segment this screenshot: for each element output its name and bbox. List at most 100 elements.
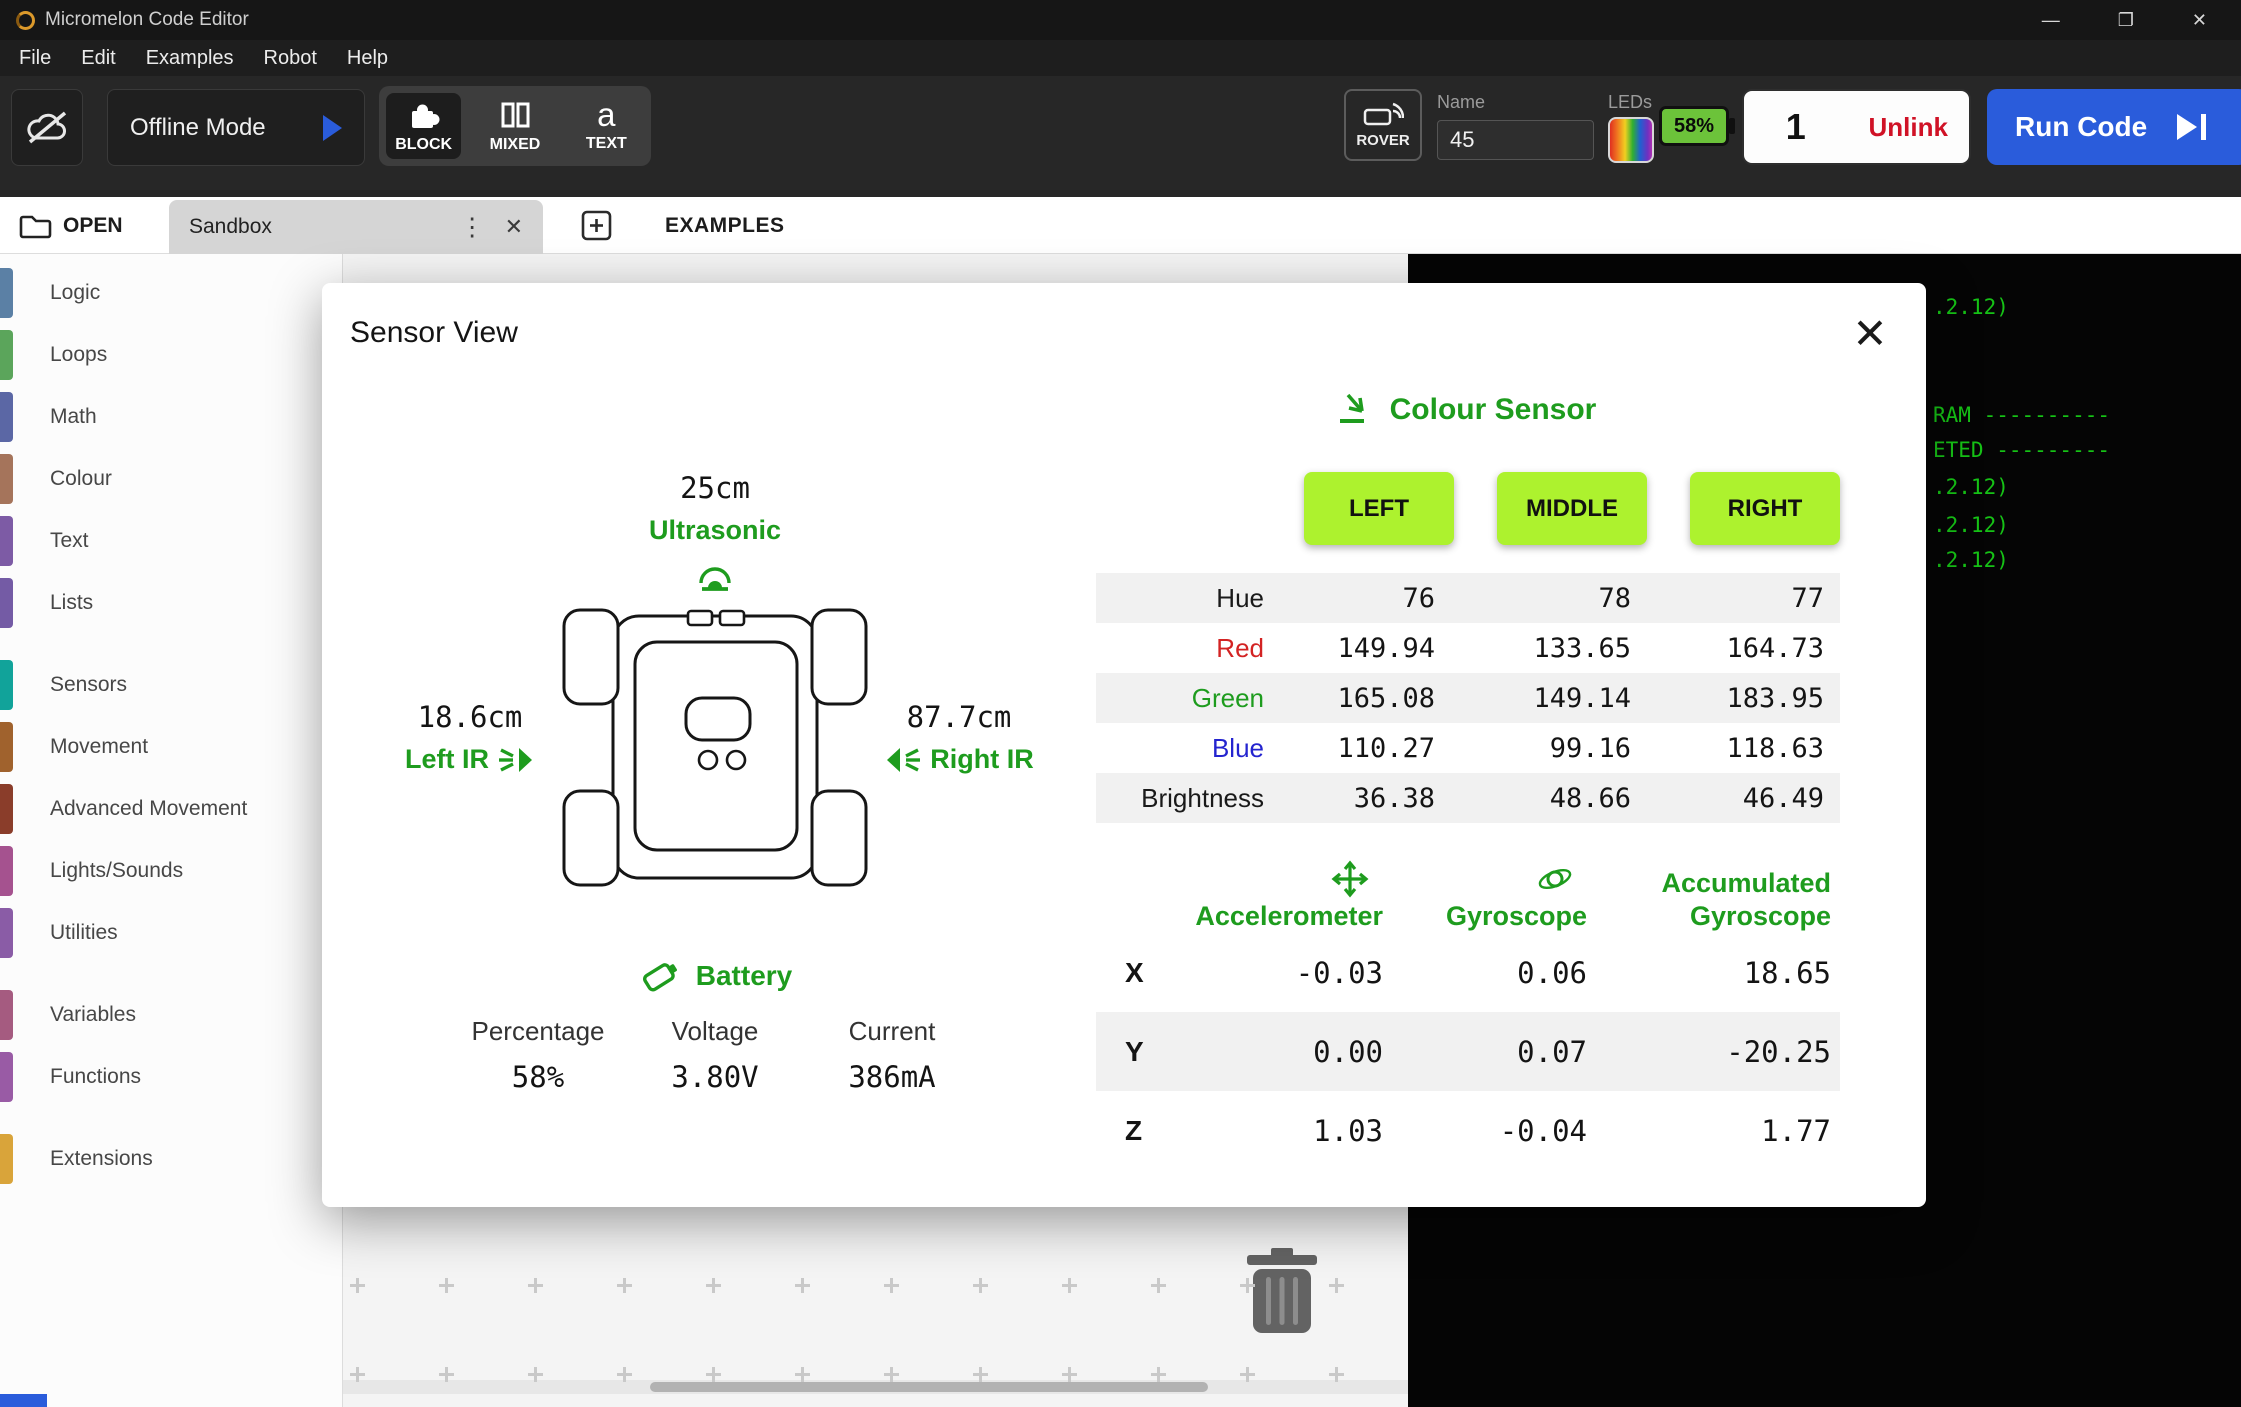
imu-table: Accelerometer Gyroscope Accumulated Gyro… bbox=[1096, 853, 1840, 1170]
left-ir-label: Left IR bbox=[405, 744, 489, 774]
accumulated-gyroscope-header: Accumulated Gyroscope bbox=[1661, 868, 1831, 931]
mode-mixed-button[interactable]: MIXED bbox=[477, 93, 552, 159]
link-panel: 1 Unlink bbox=[1742, 89, 1971, 165]
grid-cross bbox=[1329, 1278, 1344, 1293]
grid-cross bbox=[439, 1278, 454, 1293]
ir-waves-left-icon bbox=[887, 747, 921, 772]
colour-sensor-icon bbox=[1339, 393, 1364, 423]
sidebar-item-math[interactable]: Math bbox=[0, 386, 342, 448]
sidebar-item-loops[interactable]: Loops bbox=[0, 324, 342, 386]
sidebar-item-lists[interactable]: Lists bbox=[0, 572, 342, 634]
sidebar-item-variables[interactable]: Variables bbox=[0, 984, 342, 1046]
bottom-blue-strip bbox=[0, 1394, 47, 1407]
sidebar-item-utilities[interactable]: Utilities bbox=[0, 902, 342, 964]
minimize-icon[interactable]: — bbox=[2041, 9, 2060, 30]
maximize-icon[interactable]: ❐ bbox=[2117, 9, 2134, 30]
grid-cross bbox=[795, 1367, 810, 1382]
connection-mode-dropdown[interactable]: Offline Mode bbox=[107, 89, 365, 166]
menu-file[interactable]: File bbox=[19, 46, 52, 69]
battery-status-badge: 58% bbox=[1659, 106, 1735, 146]
add-tab-icon bbox=[581, 210, 612, 241]
horizontal-scrollbar-thumb[interactable] bbox=[650, 1382, 1208, 1392]
sidebar-item-lights-sounds[interactable]: Lights/Sounds bbox=[0, 840, 342, 902]
table-row-red: Red 149.94 133.65 164.73 bbox=[1216, 632, 1824, 664]
colour-middle-button[interactable]: MIDDLE bbox=[1497, 472, 1647, 545]
grid-cross bbox=[350, 1367, 365, 1382]
sidebar-item-extensions[interactable]: Extensions bbox=[0, 1128, 342, 1190]
examples-button[interactable]: EXAMPLES bbox=[665, 197, 785, 254]
menu-edit[interactable]: Edit bbox=[81, 46, 116, 69]
menu-examples[interactable]: Examples bbox=[145, 46, 234, 69]
sidebar-item-movement[interactable]: Movement bbox=[0, 716, 342, 778]
title-bar: Micromelon Code Editor — ❐ ✕ bbox=[0, 0, 2241, 40]
menu-help[interactable]: Help bbox=[346, 46, 389, 69]
ir-waves-right-icon bbox=[499, 747, 532, 772]
rover-connection-chip[interactable]: ROVER bbox=[1344, 89, 1422, 161]
imu-header: Accelerometer Gyroscope Accumulated Gyro… bbox=[1096, 853, 1840, 933]
imu-row-y: Y 0.00 0.07 -20.25 bbox=[1096, 1012, 1840, 1091]
gyroscope-header: Gyroscope bbox=[1387, 853, 1592, 933]
mode-text-button[interactable]: a TEXT bbox=[569, 93, 644, 159]
sidebar-item-colour[interactable]: Colour bbox=[0, 448, 342, 510]
play-icon bbox=[2177, 114, 2207, 140]
colour-left-button[interactable]: LEFT bbox=[1304, 472, 1454, 545]
mode-block-button[interactable]: BLOCK bbox=[386, 93, 462, 159]
category-color-bar bbox=[0, 516, 13, 566]
right-ir-label: Right IR bbox=[930, 744, 1034, 774]
grid-cross bbox=[350, 1278, 365, 1293]
name-label: Name bbox=[1437, 92, 1486, 112]
menu-robot[interactable]: Robot bbox=[263, 46, 317, 69]
category-color-bar bbox=[0, 454, 13, 504]
sidebar-item-functions[interactable]: Functions bbox=[0, 1046, 342, 1108]
ultrasonic-label: Ultrasonic bbox=[648, 515, 782, 545]
unlink-button[interactable]: Unlink bbox=[1868, 111, 1948, 142]
accelerometer-header: Accelerometer bbox=[1172, 853, 1387, 933]
grid-cross bbox=[706, 1278, 721, 1293]
left-ir-row: Left IR bbox=[370, 744, 570, 775]
grid-cross bbox=[528, 1278, 543, 1293]
category-color-bar bbox=[0, 722, 13, 772]
run-code-button[interactable]: Run Code bbox=[1987, 89, 2241, 165]
rover-label: ROVER bbox=[1356, 132, 1410, 149]
right-ir-row: Right IR bbox=[859, 744, 1059, 775]
tab-sandbox[interactable]: Sandbox ⋮ ✕ bbox=[169, 200, 543, 254]
trash-button[interactable] bbox=[1239, 1245, 1325, 1342]
new-tab-button[interactable] bbox=[579, 208, 615, 249]
led-rainbow-icon bbox=[1608, 117, 1654, 163]
sidebar-item-text[interactable]: Text bbox=[0, 510, 342, 572]
battery-fields: Percentage 58% Voltage 3.80V Current 386… bbox=[458, 1016, 972, 1094]
sidebar-item-advanced-movement[interactable]: Advanced Movement bbox=[0, 778, 342, 840]
offline-cloud-button[interactable] bbox=[11, 89, 83, 166]
console-line: RAM ---------- bbox=[1933, 403, 2111, 427]
tab-close-icon[interactable]: ✕ bbox=[504, 214, 523, 239]
mode-block-label: BLOCK bbox=[395, 136, 453, 153]
console-line: .2.12) bbox=[1933, 295, 2009, 319]
imu-row-z: Z 1.03 -0.04 1.77 bbox=[1125, 1113, 1831, 1148]
colour-sensor-table: Hue 76 78 77 Red 149.94 133.65 164.73 Gr… bbox=[1096, 573, 1840, 823]
grid-cross bbox=[1062, 1367, 1077, 1382]
split-panels-icon bbox=[501, 102, 530, 128]
rover-name-input[interactable] bbox=[1437, 120, 1594, 160]
sensor-view-modal: Sensor View ✕ 25cm Ultrasonic bbox=[322, 283, 1926, 1207]
sidebar-item-logic[interactable]: Logic bbox=[0, 262, 342, 324]
editor-mode-group: BLOCK MIXED a TEXT bbox=[379, 86, 651, 166]
grid-cross bbox=[617, 1278, 632, 1293]
tab-menu-kebab-icon[interactable]: ⋮ bbox=[459, 213, 485, 241]
mode-text-label: TEXT bbox=[585, 135, 627, 152]
open-file-button[interactable]: OPEN bbox=[18, 197, 123, 254]
run-code-label: Run Code bbox=[2015, 111, 2148, 142]
right-ir-value: 87.7cm bbox=[906, 700, 1012, 734]
close-window-icon[interactable]: ✕ bbox=[2191, 9, 2207, 30]
category-color-bar bbox=[0, 1134, 13, 1184]
category-color-bar bbox=[0, 330, 13, 380]
imu-row-x: X -0.03 0.06 18.65 bbox=[1125, 955, 1831, 990]
mode-mixed-label: MIXED bbox=[489, 136, 541, 153]
category-color-bar bbox=[0, 578, 13, 628]
sidebar-item-sensors[interactable]: Sensors bbox=[0, 654, 342, 716]
category-color-bar bbox=[0, 784, 13, 834]
colour-sensor-label: Colour Sensor bbox=[1389, 393, 1597, 426]
grid-cross bbox=[884, 1278, 899, 1293]
modal-close-icon[interactable]: ✕ bbox=[1852, 309, 1888, 357]
colour-right-button[interactable]: RIGHT bbox=[1690, 472, 1840, 545]
